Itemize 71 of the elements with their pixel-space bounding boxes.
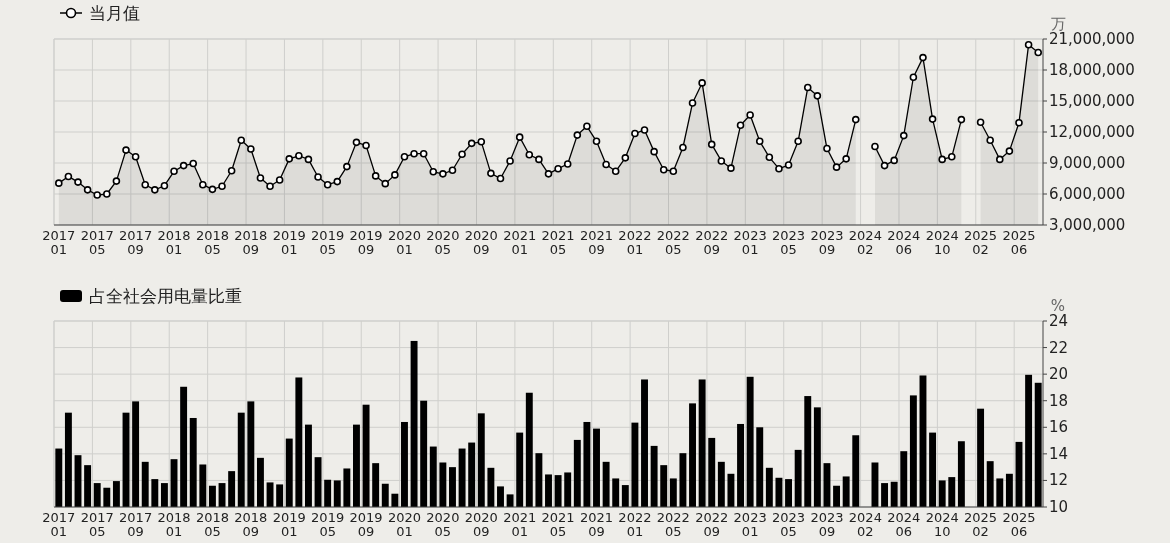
x-tick-label: 2019 05	[311, 510, 345, 539]
y-tick-label: 15,000,000	[1049, 92, 1135, 110]
x-tick-label: 2020 09	[464, 228, 498, 257]
y-tick-label: 3,000,000	[1049, 216, 1126, 234]
x-tick-label: 2022 01	[618, 510, 652, 539]
x-tick-label: 2021 01	[503, 228, 537, 257]
y-tick-label: 12,000,000	[1049, 123, 1135, 141]
x-tick-label: 2020 01	[387, 510, 422, 539]
y-tick-label: 9,000,000	[1049, 154, 1126, 172]
x-tick-label: 2022 01	[618, 228, 652, 257]
x-tick-label: 2019 09	[349, 228, 383, 257]
x-tick-label: 2019 01	[272, 228, 306, 257]
x-tick-label: 2018 05	[195, 510, 229, 539]
x-tick-label: 2018 09	[234, 228, 268, 257]
x-tick-label: 2025 06	[1002, 510, 1036, 539]
x-tick-label: 2017 05	[80, 228, 114, 257]
x-tick-label: 2017 01	[42, 228, 76, 257]
y-tick-label: 21,000,000	[1049, 30, 1135, 48]
x-tick-label: 2022 05	[656, 228, 690, 257]
x-tick-label: 2021 01	[503, 510, 537, 539]
x-tick-label: 2022 09	[695, 228, 729, 257]
y-tick-label: 20	[1049, 365, 1069, 384]
x-tick-label: 2023 05	[772, 510, 806, 539]
x-tick-label: 2023 09	[810, 510, 844, 539]
x-tick-label: 2017 09	[119, 510, 153, 539]
x-tick-label: 2024 10	[925, 228, 959, 257]
x-tick-label: 2017 05	[80, 510, 114, 539]
x-tick-label: 2024 06	[887, 510, 921, 539]
x-tick-label: 2020 05	[426, 228, 460, 257]
x-tick-label: 2021 09	[579, 228, 614, 257]
y-tick-label: 18	[1049, 391, 1069, 410]
x-tick-label: 2017 09	[119, 228, 153, 257]
x-tick-label: 2023 09	[810, 228, 844, 257]
legend-label: 当月值	[89, 3, 140, 23]
x-tick-label: 2024 02	[848, 228, 882, 257]
x-tick-label: 2020 01	[387, 228, 422, 257]
x-tick-label: 2021 05	[541, 228, 575, 257]
x-tick-label: 2022 05	[656, 510, 690, 539]
x-tick-label: 2020 05	[426, 510, 460, 539]
x-tick-label: 2024 10	[925, 510, 959, 539]
y-tick-label: 18,000,000	[1049, 61, 1135, 79]
x-tick-label: 2020 09	[464, 510, 498, 539]
y-tick-label: 10	[1049, 498, 1069, 516]
x-tick-label: 2018 05	[195, 228, 229, 257]
x-tick-label: 2021 05	[541, 510, 575, 539]
y-tick-label: 24	[1049, 312, 1069, 330]
x-tick-label: 2018 01	[157, 228, 191, 257]
x-tick-label: 2024 02	[848, 510, 882, 539]
y-tick-label: 16	[1049, 418, 1069, 437]
legend-label: 占全社会用电量比重	[89, 286, 242, 306]
x-tick-label: 2019 09	[349, 510, 383, 539]
y-tick-label: 22	[1049, 338, 1069, 357]
x-tick-label: 2023 01	[733, 228, 767, 257]
y-axis-title: 万	[1050, 15, 1066, 33]
x-tick-label: 2021 09	[579, 510, 614, 539]
y-tick-label: 6,000,000	[1049, 185, 1126, 203]
x-tick-label: 2025 06	[1002, 228, 1036, 257]
x-tick-label: 2018 09	[234, 510, 268, 539]
y-tick-label: 12	[1049, 471, 1069, 490]
x-tick-label: 2017 01	[42, 510, 76, 539]
x-tick-label: 2025 02	[964, 228, 998, 257]
x-tick-label: 2019 01	[272, 510, 306, 539]
y-tick-label: 14	[1049, 444, 1069, 463]
x-tick-label: 2024 06	[887, 228, 921, 257]
x-tick-label: 2025 02	[964, 510, 998, 539]
x-tick-label: 2023 01	[733, 510, 767, 539]
x-tick-label: 2018 01	[157, 510, 191, 539]
y-axis-title: %	[1050, 297, 1066, 315]
x-tick-label: 2022 09	[695, 510, 729, 539]
x-tick-label: 2019 05	[311, 228, 345, 257]
x-tick-label: 2023 05	[772, 228, 806, 257]
